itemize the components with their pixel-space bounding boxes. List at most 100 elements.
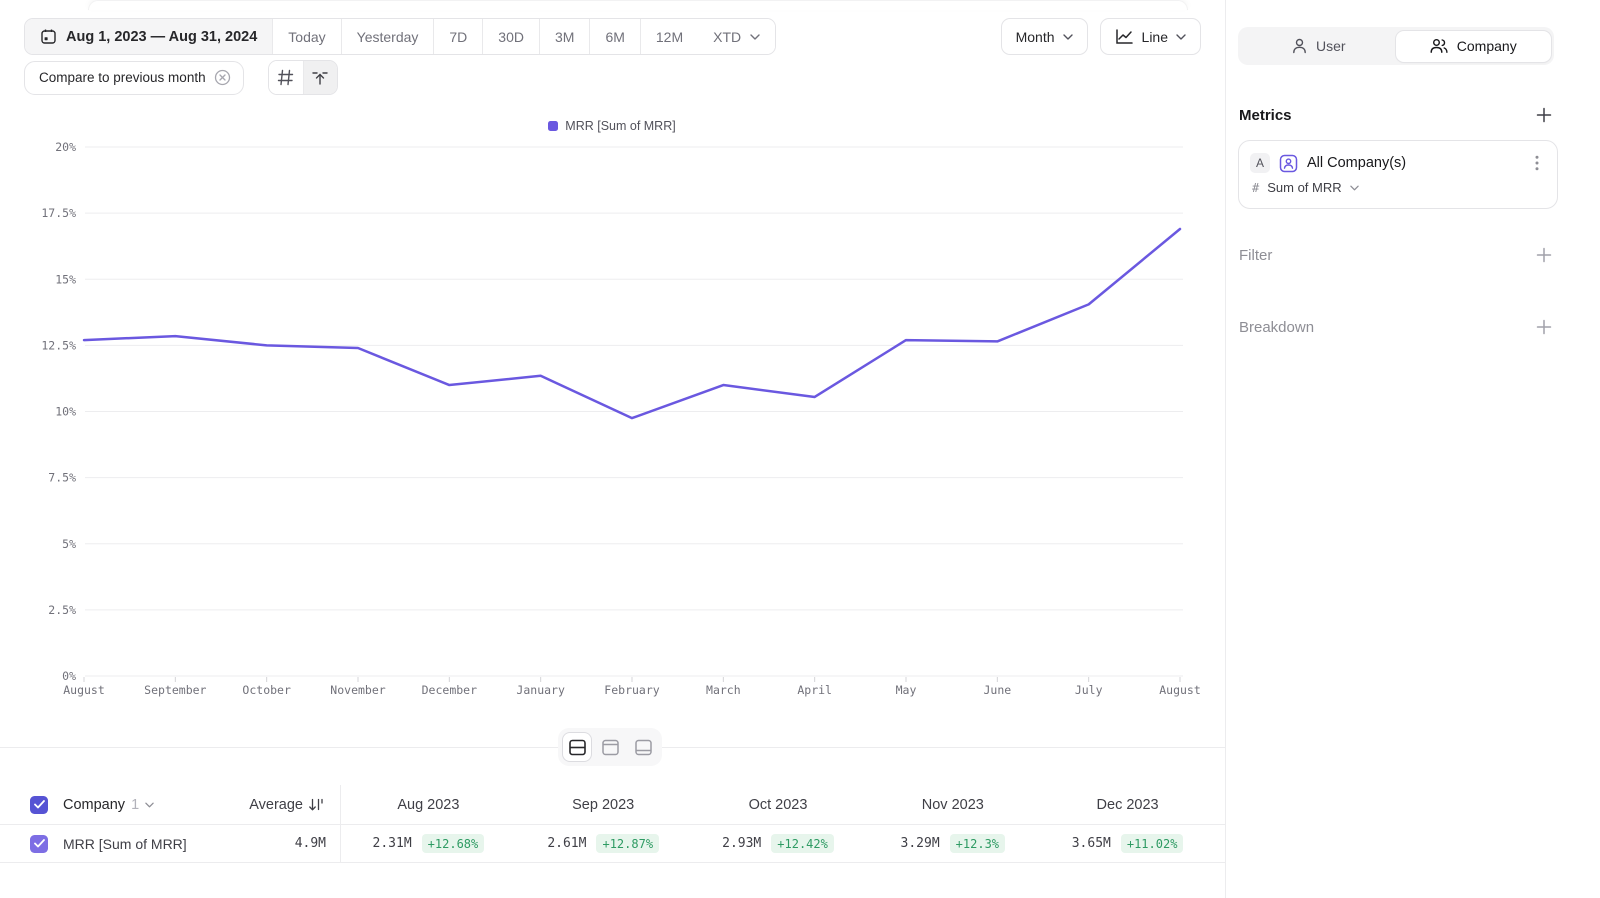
chart-type-dropdown[interactable]: Line [1099,18,1201,55]
results-table: Company 1 Average Aug 2023 Sep 2023 Oct 20… [0,785,1225,863]
metrics-header: Metrics [1239,105,1554,125]
preset-xtd[interactable]: XTD [698,19,776,54]
date-range-label: Aug 1, 2023 — Aug 31, 2024 [66,28,258,45]
metric-card-row1: A All Company(s) [1250,153,1545,173]
month-cell[interactable]: 2.61M +12.87% [516,825,691,862]
delta-badge: +12.68% [421,834,485,853]
date-range-button[interactable]: Aug 1, 2023 — Aug 31, 2024 [25,19,274,54]
metric-menu-button[interactable] [1529,153,1545,173]
goal-line-toggle-button[interactable] [302,61,337,94]
entity-type-toggle: User Company [1238,27,1554,65]
granularity-dropdown[interactable]: Month [1000,18,1088,55]
y-axis-label: 7.5% [48,471,76,485]
month-cell[interactable]: 2.93M +12.42% [691,825,866,862]
toggle-company[interactable]: Company [1396,30,1551,62]
preset-6m[interactable]: 6M [590,19,641,54]
compare-chip-label: Compare to previous month [39,70,206,85]
series-checkbox[interactable] [30,834,48,853]
average-label: Average [249,796,303,813]
x-axis-label: July [1075,683,1103,697]
select-all-checkbox[interactable] [30,795,48,814]
chevron-down-icon [145,802,154,808]
average-sort-header[interactable]: Average [249,797,340,813]
preset-12m[interactable]: 12M [640,19,699,54]
remove-compare-icon[interactable] [214,69,231,86]
entity-label: Company [63,796,126,813]
delta-badge: +12.87% [596,834,660,853]
month-headers: Aug 2023 Sep 2023 Oct 2023 Nov 2023 Dec 2023 [341,785,1225,824]
company-metric-icon [1279,154,1298,173]
cell-value: 2.61M [547,836,587,851]
month-cell[interactable]: 3.29M +12.3% [865,825,1040,862]
month-cell[interactable]: 2.31M +12.68% [341,825,516,862]
hash-icon: # [1252,180,1260,195]
kebab-icon [1535,155,1539,171]
preset-3m[interactable]: 3M [539,19,591,54]
delta-badge: +11.02% [1120,834,1184,853]
line-chart[interactable]: 0% 2.5% 5% 7.5% 10% 12.5% 15% 17.5% 20% August Sep… [0,130,1224,710]
main-area: Aug 1, 2023 — Aug 31, 2024 Today Yesterda… [0,0,1225,863]
config-sidebar: User Company Metrics A All Company(s) [1225,0,1600,898]
month-column-header[interactable]: Aug 2023 [341,785,516,824]
month-column-header[interactable]: Nov 2023 [865,785,1040,824]
chevron-down-icon [750,33,760,40]
month-column-header[interactable]: Dec 2023 [1040,785,1215,824]
plus-icon [1536,247,1552,263]
granularity-label: Month [1015,28,1055,45]
add-filter-button[interactable] [1534,245,1554,265]
x-axis-label: March [706,683,741,697]
compare-chip[interactable]: Compare to previous month [24,60,244,95]
table-row-left: MRR [Sum of MRR] 4.9M [0,825,341,862]
month-column-header[interactable]: Sep 2023 [516,785,691,824]
filter-section: Filter [1239,245,1554,265]
toggle-user[interactable]: User [1242,31,1397,62]
breakdown-heading: Breakdown [1239,318,1315,336]
table-header-row: Company 1 Average Aug 2023 Sep 2023 Oct 20… [0,785,1225,825]
cell-group: 2.31M +12.68% [373,834,485,853]
preset-30d[interactable]: 30D [483,19,540,54]
layout-table-only-button[interactable] [629,733,657,761]
gridlines-toggle-button[interactable] [268,61,303,94]
cell-value: 2.31M [372,836,412,851]
date-presets: Today Yesterday 7D 30D 3M 6M 12M [273,19,699,54]
line-chart-icon [1115,28,1134,45]
grid-icon [277,69,294,86]
layout-toggle [558,728,662,766]
legend-swatch [548,121,559,131]
table-header-left: Company 1 Average [0,785,341,824]
metrics-heading: Metrics [1239,106,1292,124]
series-line[interactable] [82,227,1182,420]
add-metric-button[interactable] [1534,105,1554,125]
entity-dropdown[interactable]: Company 1 [63,797,154,813]
cell-value: 3.29M [900,836,940,851]
date-range-group: Aug 1, 2023 — Aug 31, 2024 Today Yesterda… [24,18,777,55]
layout-split-button[interactable] [563,733,591,761]
delta-badge: +12.3% [949,834,1006,853]
layout-chart-only-button[interactable] [596,733,624,761]
toolbar-row2: Compare to previous month [24,60,338,95]
metric-series-badge: A [1250,153,1270,173]
add-breakdown-button[interactable] [1534,317,1554,337]
preset-7d[interactable]: 7D [434,19,484,54]
month-cell[interactable]: 3.65M +11.02% [1040,825,1215,862]
preset-yesterday[interactable]: Yesterday [341,19,435,54]
y-axis-label: 12.5% [41,338,76,352]
y-axis-label: 0% [62,669,76,683]
chevron-down-icon [1062,33,1073,40]
y-axis-label: 17.5% [41,206,76,220]
metric-card[interactable]: A All Company(s) # Sum of MRR [1238,140,1558,209]
x-axis-label: August [63,683,105,697]
chart-display-toggle [267,60,338,95]
month-column-header[interactable]: Oct 2023 [691,785,866,824]
toolbar: Aug 1, 2023 — Aug 31, 2024 Today Yesterda… [24,18,1201,55]
chart-legend[interactable]: MRR [Sum of MRR] [0,119,1224,133]
month-cells: 2.31M +12.68% 2.61M +12.87% 2.93M +12.42% 3.29… [341,825,1225,862]
y-axis-label: 5% [62,537,76,551]
month-header-label: Sep 2023 [572,796,635,813]
table-row[interactable]: MRR [Sum of MRR] 4.9M 2.31M +12.68% 2.61M +… [0,825,1225,863]
filter-heading: Filter [1239,246,1273,264]
measure-dropdown[interactable]: # Sum of MRR [1250,180,1545,195]
y-axis-label: 2.5% [48,603,76,617]
preset-today[interactable]: Today [273,19,342,54]
chevron-down-icon [1349,185,1359,191]
